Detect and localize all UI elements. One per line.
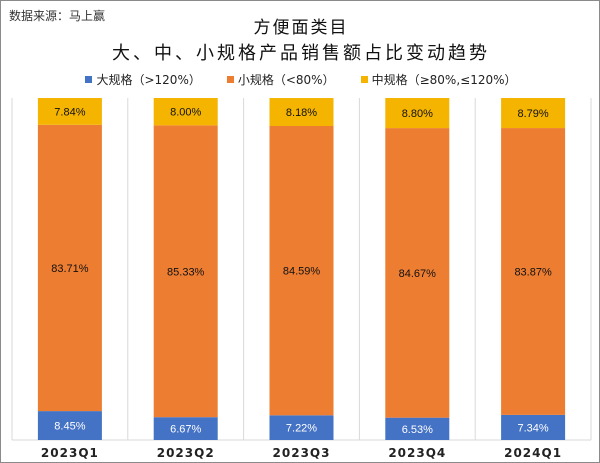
bar-segment [269,126,334,416]
bar-segment [37,98,102,125]
data-label: 6.53% [402,424,433,436]
data-label: 8.79% [517,108,548,120]
legend-item-large: 大规格（>120%） [85,71,201,88]
data-source: 数据来源：马上赢 [9,9,106,23]
bar-segment [37,411,102,440]
x-tick-label: 2023Q4 [388,446,446,460]
x-tick-label: 2023Q1 [41,446,99,460]
x-tick-label: 2023Q3 [273,446,331,460]
data-label: 7.22% [286,423,317,435]
bar-segment [269,98,334,127]
data-label: 83.87% [514,266,552,278]
bar-segment [153,98,218,126]
x-tick-label: 2023Q2 [157,446,215,460]
legend-swatch [226,76,234,83]
data-label: 8.18% [286,107,317,119]
legend-item-small: 小规格（<80%） [226,71,335,88]
data-label: 84.59% [283,266,321,278]
data-label: 7.34% [517,422,548,434]
x-tick-label: 2024Q1 [504,446,562,460]
bar-segment [501,98,566,129]
legend-swatch [85,76,93,83]
bar-segment [269,415,334,440]
data-label: 8.00% [170,107,201,119]
bar-segment [385,98,450,129]
bar-segment [501,414,566,440]
bar-segment [153,417,218,440]
bar-segment [385,417,450,440]
bar-segment [153,125,218,418]
data-label: 84.67% [399,268,437,280]
legend-label: 小规格（<80%） [237,73,335,87]
bar-segment [385,128,450,418]
data-label: 8.45% [54,421,85,433]
data-label: 8.80% [402,108,433,120]
bar-segment [501,128,566,415]
legend-item-medium: 中规格（≥80%,≤120%） [360,71,517,88]
legend: 大规格（>120%） 小规格（<80%） 中规格（≥80%,≤120%） [1,71,599,88]
data-label: 6.67% [170,424,201,436]
legend-swatch [360,76,368,83]
data-label: 7.84% [54,106,85,118]
chart-title-line2: 大、中、小规格产品销售额占比变动趋势 [112,43,490,64]
data-label: 85.33% [167,266,205,278]
data-label: 83.71% [51,263,89,275]
chart-title-line1: 方便面类目 [253,18,349,38]
bar-segment [37,124,102,412]
legend-label: 中规格（≥80%,≤120%） [371,73,517,87]
legend-label: 大规格（>120%） [96,73,201,87]
